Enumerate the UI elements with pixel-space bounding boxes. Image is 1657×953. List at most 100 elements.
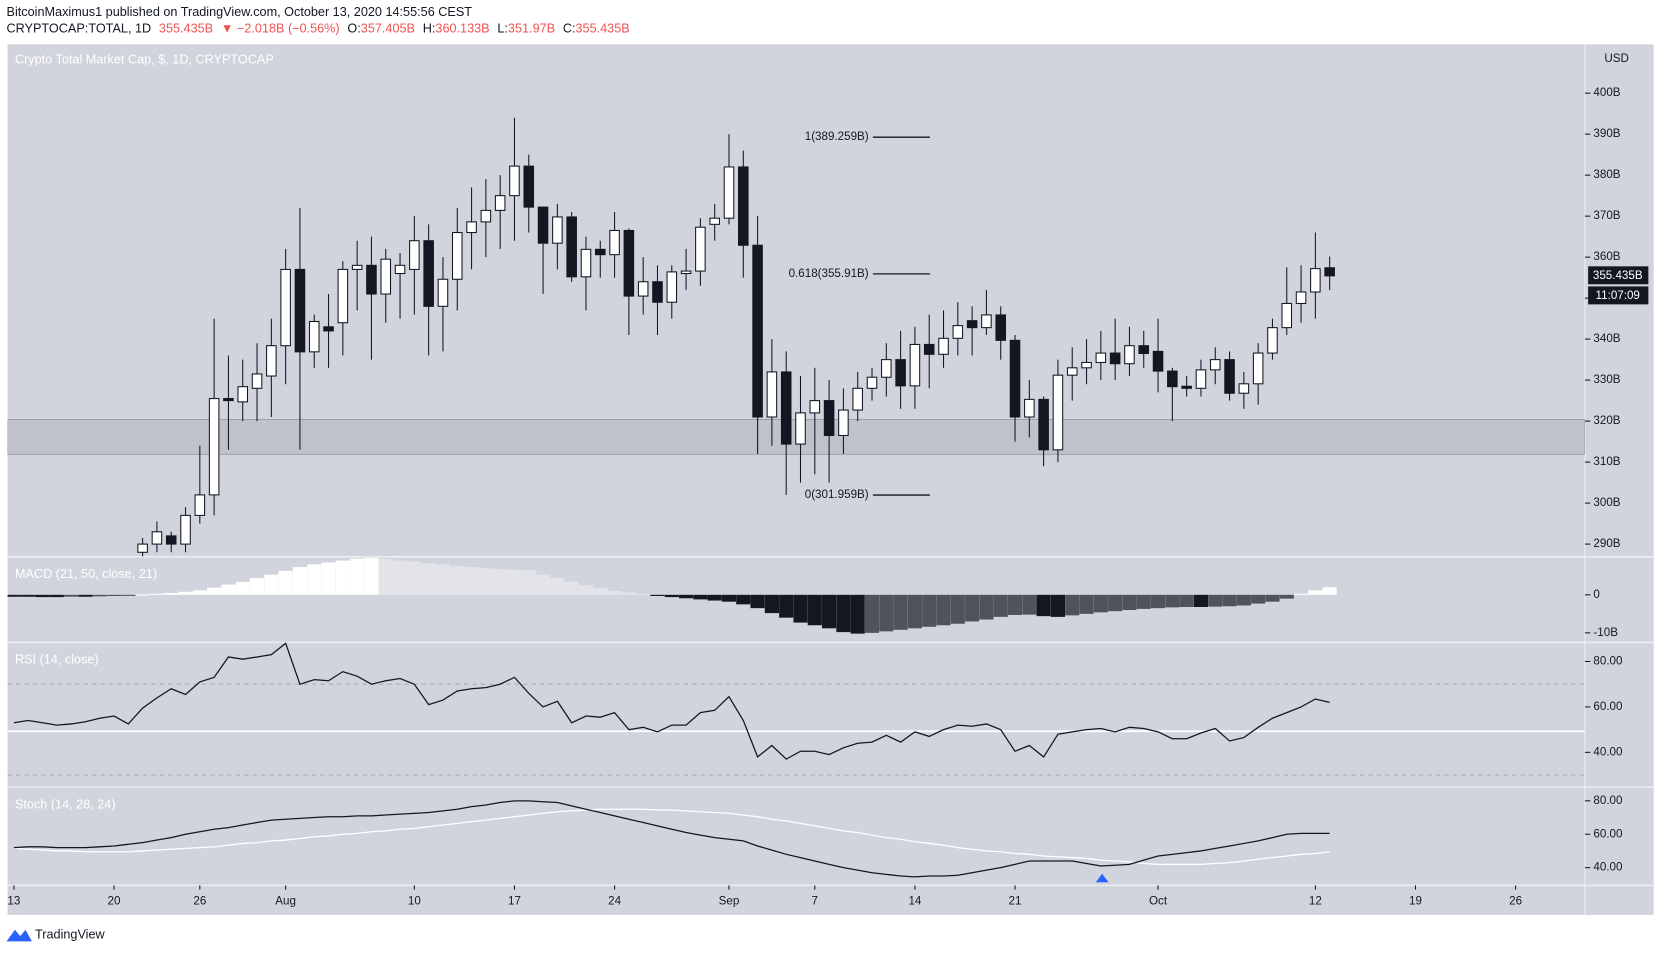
- macd-bar: [1208, 594, 1223, 607]
- macd-bar: [864, 594, 880, 633]
- candle-body: [966, 320, 978, 329]
- macd-bar: [378, 559, 393, 595]
- signal-marker: [1095, 873, 1109, 883]
- pane: [7, 557, 1337, 634]
- candle-body: [680, 270, 692, 275]
- candle-body: [1138, 345, 1150, 354]
- candle-body: [223, 398, 234, 402]
- macd-bar: [1150, 594, 1166, 609]
- y-tick-label: 300B: [1593, 496, 1620, 509]
- macd-bar: [764, 594, 779, 614]
- candle-body: [466, 221, 477, 234]
- macd-bar: [192, 590, 207, 595]
- candle-body: [337, 268, 349, 324]
- macd-bar: [164, 592, 179, 595]
- candle-body: [1009, 339, 1021, 418]
- candle-body: [351, 264, 363, 270]
- macd-bar: [907, 594, 922, 629]
- macd-bar: [1122, 594, 1137, 611]
- x-tick-label: 13: [7, 894, 20, 907]
- macd-bar: [893, 594, 908, 630]
- macd-bar: [78, 594, 93, 597]
- candle-body: [652, 281, 663, 303]
- candle-body: [251, 373, 263, 389]
- change: ▼ −2.018B (−0.56%): [221, 22, 340, 36]
- macd-bar: [922, 594, 937, 627]
- candle-body: [609, 229, 620, 256]
- x-tick-label: Oct: [1149, 894, 1168, 907]
- ohlc-value: 351.97B: [508, 22, 555, 36]
- indicator-line: [13, 642, 1330, 760]
- macd-bar: [478, 568, 493, 595]
- y-tick-label: 330B: [1593, 373, 1620, 386]
- y-tick-label: 80.00: [1593, 655, 1622, 668]
- macd-bar: [507, 569, 522, 595]
- main-pane-title: Crypto Total Market Cap, $, 1D, CRYPTOCA…: [15, 53, 274, 67]
- macd-bar: [292, 567, 308, 595]
- candle-body: [294, 268, 306, 353]
- fib-label: 0.618(355.91B): [789, 267, 869, 280]
- candle-body: [738, 166, 749, 246]
- logo-icon: [6, 929, 32, 942]
- macd-bar: [650, 594, 665, 596]
- candle-body: [795, 412, 806, 445]
- y-tick-label: 340B: [1593, 332, 1620, 345]
- candle-body: [1124, 345, 1135, 365]
- brand: TradingView: [35, 927, 106, 941]
- macd-bar: [350, 558, 365, 595]
- macd-title: MACD (21, 50, close, 21): [15, 567, 157, 581]
- y-tick-label: 60.00: [1593, 700, 1622, 713]
- rsi-title: RSI (14, close): [15, 653, 99, 667]
- candle-body: [852, 387, 863, 411]
- candle-body: [780, 371, 792, 445]
- x-tick-label: 20: [108, 894, 121, 907]
- candle-body: [695, 226, 706, 272]
- candle-body: [666, 271, 678, 303]
- candle-body: [165, 535, 177, 545]
- macd-bar: [1036, 594, 1051, 617]
- candle-body: [437, 278, 449, 307]
- macd-bar: [435, 564, 451, 595]
- x-tick-label: Aug: [275, 894, 296, 907]
- x-tick-label: 12: [1309, 894, 1322, 907]
- x-tick-label: 21: [1009, 894, 1022, 907]
- candle-body: [1295, 291, 1307, 304]
- candle-body: [895, 359, 906, 387]
- last-price-box: [1588, 266, 1649, 285]
- candle-body: [194, 494, 206, 516]
- candle-body: [1252, 352, 1264, 385]
- macd-bar: [822, 594, 837, 629]
- last-price-label: 355.435B: [1593, 269, 1643, 282]
- chart-background: [7, 44, 1654, 915]
- macd-bar: [779, 594, 794, 618]
- candle-body: [1095, 352, 1107, 364]
- candle-body: [1267, 327, 1278, 354]
- candle-body: [580, 248, 592, 278]
- y-tick-label: 390B: [1593, 127, 1620, 140]
- macd-bar: [307, 564, 322, 595]
- macd-bar: [21, 594, 36, 597]
- candle-body: [1224, 359, 1235, 394]
- candle-body: [1167, 370, 1178, 388]
- pane: [7, 642, 1585, 776]
- candle-body: [266, 345, 277, 377]
- candle-body: [752, 244, 763, 418]
- candle-body: [1209, 359, 1221, 371]
- macd-bar: [1265, 594, 1280, 602]
- macd-bar: [64, 594, 79, 597]
- candle-body: [151, 531, 163, 545]
- macd-bar: [1007, 594, 1023, 615]
- candle-body: [1310, 268, 1321, 293]
- candle-body: [1038, 398, 1049, 451]
- fib-label: 0(301.959B): [805, 488, 869, 501]
- macd-bar: [278, 570, 293, 595]
- ohlc-value: 355.435B: [576, 22, 630, 36]
- macd-bar: [1136, 594, 1151, 609]
- macd-bar: [1093, 594, 1108, 613]
- y-tick-label: 60.00: [1593, 827, 1622, 840]
- candle-body: [480, 209, 492, 223]
- x-tick-label: Sep: [719, 894, 740, 907]
- macd-bar: [1165, 594, 1180, 608]
- pane: 1(389.259B) 0.618(355.91B) 0(301.959B): [7, 117, 1585, 557]
